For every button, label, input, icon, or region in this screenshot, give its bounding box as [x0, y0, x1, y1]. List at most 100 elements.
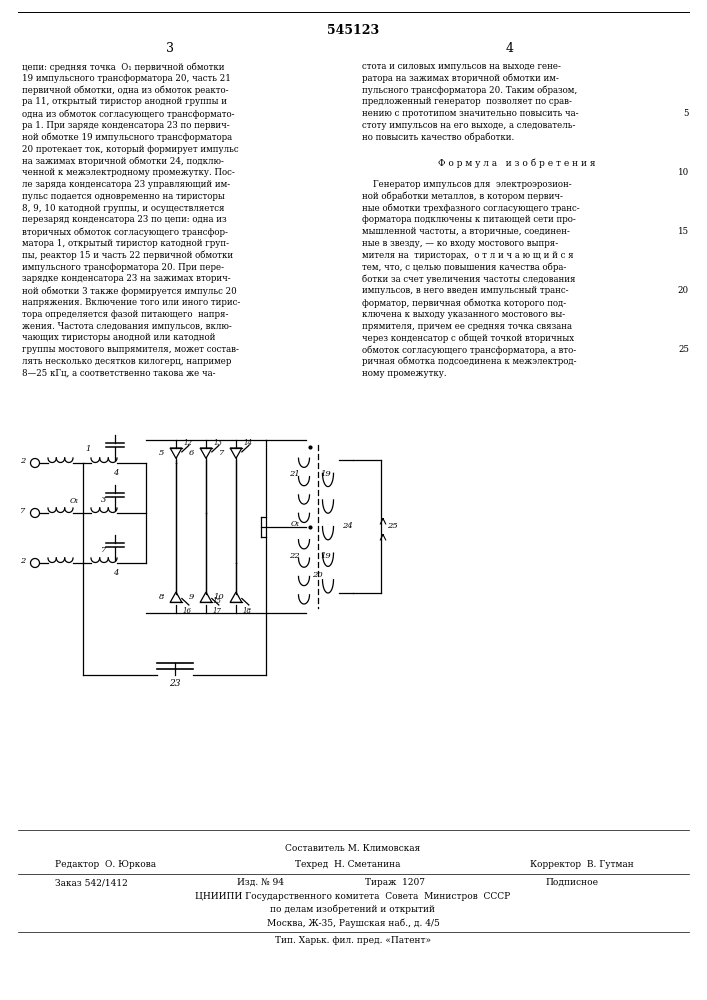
Text: 8, 9, 10 катодной группы, и осуществляется: 8, 9, 10 катодной группы, и осуществляет…	[22, 204, 225, 213]
Text: 19 импульсного трансформатора 20, часть 21: 19 импульсного трансформатора 20, часть …	[22, 74, 231, 83]
Text: O₁: O₁	[291, 520, 300, 528]
Text: стота и силовых импульсов на выходе гене-: стота и силовых импульсов на выходе гене…	[362, 62, 561, 71]
Text: тем, что, с целью повышения качества обра-: тем, что, с целью повышения качества обр…	[362, 263, 566, 272]
Text: напряжения. Включение того или иного тирис-: напряжения. Включение того или иного тир…	[22, 298, 240, 307]
Text: Подписное: Подписное	[545, 878, 598, 887]
Text: 19: 19	[320, 470, 331, 478]
Text: ной обмотки 3 также формируется импульс 20: ной обмотки 3 также формируется импульс …	[22, 286, 237, 296]
Text: Редактор  О. Юркова: Редактор О. Юркова	[55, 860, 156, 869]
Text: по делам изобретений и открытий: по делам изобретений и открытий	[271, 905, 436, 914]
Text: ра 11, открытый тиристор анодной группы и: ра 11, открытый тиристор анодной группы …	[22, 97, 227, 106]
Text: обмоток согласующего трансформатора, а вто-: обмоток согласующего трансформатора, а в…	[362, 345, 576, 355]
Text: группы мостового выпрямителя, может состав-: группы мостового выпрямителя, может сост…	[22, 345, 239, 354]
Text: 20 протекает ток, который формирует импульс: 20 протекает ток, который формирует импу…	[22, 145, 239, 154]
Text: чающих тиристоры анодной или катодной: чающих тиристоры анодной или катодной	[22, 333, 216, 342]
Text: O₁: O₁	[70, 497, 79, 505]
Text: перезаряд конденсатора 23 по цепи: одна из: перезаряд конденсатора 23 по цепи: одна …	[22, 215, 227, 224]
Text: 15: 15	[213, 597, 221, 605]
Text: вторичных обмоток согласующего трансфор-: вторичных обмоток согласующего трансфор-	[22, 227, 228, 237]
Text: 3: 3	[101, 496, 107, 504]
Text: ной обмотке 19 импульсного трансформатора: ной обмотке 19 импульсного трансформатор…	[22, 133, 232, 142]
Text: 6: 6	[189, 449, 194, 457]
Text: 8—25 кГц, а соответственно такова же ча-: 8—25 кГц, а соответственно такова же ча-	[22, 369, 216, 378]
Text: пульс подается одновременно на тиристоры: пульс подается одновременно на тиристоры	[22, 192, 225, 201]
Text: импульсов, в него введен импульсный транс-: импульсов, в него введен импульсный тран…	[362, 286, 568, 295]
Text: но повысить качество обработки.: но повысить качество обработки.	[362, 133, 514, 142]
Text: ле заряда конденсатора 23 управляющий им-: ле заряда конденсатора 23 управляющий им…	[22, 180, 230, 189]
Text: предложенный генератор  позволяет по срав-: предложенный генератор позволяет по срав…	[362, 97, 572, 106]
Text: 7: 7	[219, 449, 224, 457]
Text: 25: 25	[387, 522, 398, 530]
Text: 4: 4	[113, 469, 119, 477]
Text: на зажимах вторичной обмотки 24, подклю-: на зажимах вторичной обмотки 24, подклю-	[22, 156, 224, 166]
Text: 20: 20	[678, 286, 689, 295]
Text: ной обработки металлов, в котором первич-: ной обработки металлов, в котором первич…	[362, 192, 563, 201]
Text: мышленной частоты, а вторичные, соединен-: мышленной частоты, а вторичные, соединен…	[362, 227, 570, 236]
Text: 2: 2	[21, 557, 25, 565]
Text: Тип. Харьк. фил. пред. «Патент»: Тип. Харьк. фил. пред. «Патент»	[275, 936, 431, 945]
Text: ра 1. При заряде конденсатора 23 по первич-: ра 1. При заряде конденсатора 23 по перв…	[22, 121, 230, 130]
Text: 545123: 545123	[327, 23, 379, 36]
Text: 12: 12	[184, 439, 193, 447]
Text: 10: 10	[678, 168, 689, 177]
Text: ные обмотки трехфазного согласующего транс-: ные обмотки трехфазного согласующего тра…	[362, 204, 580, 213]
Text: 9: 9	[189, 593, 194, 601]
Text: 15: 15	[678, 227, 689, 236]
Text: Корректор  В. Гутман: Корректор В. Гутман	[530, 860, 633, 869]
Text: первичной обмотки, одна из обмоток реакто-: первичной обмотки, одна из обмоток реакт…	[22, 86, 228, 95]
Text: ричная обмотка подсоединена к межэлектрод-: ричная обмотка подсоединена к межэлектро…	[362, 357, 576, 366]
Text: форматора подключены к питающей сети про-: форматора подключены к питающей сети про…	[362, 215, 575, 224]
Text: матора 1, открытый тиристор катодной груп-: матора 1, открытый тиристор катодной гру…	[22, 239, 229, 248]
Text: Изд. № 94: Изд. № 94	[237, 878, 284, 887]
Text: зарядке конденсатора 23 на зажимах вторич-: зарядке конденсатора 23 на зажимах втори…	[22, 274, 230, 283]
Text: 13: 13	[214, 439, 223, 447]
Text: 4: 4	[113, 569, 119, 577]
Text: 7: 7	[21, 507, 25, 515]
Text: цепи: средняя точка  O₁ первичной обмотки: цепи: средняя точка O₁ первичной обмотки	[22, 62, 225, 72]
Text: 21: 21	[289, 470, 300, 478]
Text: 25: 25	[678, 345, 689, 354]
Text: Ф о р м у л а   и з о б р е т е н и я: Ф о р м у л а и з о б р е т е н и я	[438, 159, 596, 168]
Text: ботки за счет увеличения частоты следования: ботки за счет увеличения частоты следова…	[362, 274, 575, 284]
Text: ные в звезду, — ко входу мостового выпря-: ные в звезду, — ко входу мостового выпря…	[362, 239, 558, 248]
Text: Техред  Н. Сметанина: Техред Н. Сметанина	[295, 860, 400, 869]
Text: Тираж  1207: Тираж 1207	[365, 878, 425, 887]
Text: нению с прототипом значительно повысить ча-: нению с прототипом значительно повысить …	[362, 109, 578, 118]
Text: через конденсатор с общей точкой вторичных: через конденсатор с общей точкой вторичн…	[362, 333, 574, 343]
Text: лять несколько десятков килогерц, например: лять несколько десятков килогерц, наприм…	[22, 357, 231, 366]
Text: 24: 24	[342, 522, 353, 530]
Text: прямителя, причем ее средняя точка связана: прямителя, причем ее средняя точка связа…	[362, 322, 572, 331]
Text: ЦНИИПИ Государственного комитета  Совета  Министров  СССР: ЦНИИПИ Государственного комитета Совета …	[195, 892, 510, 901]
Text: Заказ 542/1412: Заказ 542/1412	[55, 878, 128, 887]
Text: 2: 2	[21, 457, 25, 465]
Text: ному промежутку.: ному промежутку.	[362, 369, 447, 378]
Text: 10: 10	[214, 593, 224, 601]
Text: одна из обмоток согласующего трансформато-: одна из обмоток согласующего трансформат…	[22, 109, 235, 119]
Text: 4: 4	[506, 41, 514, 54]
Text: 20: 20	[312, 571, 323, 579]
Text: 3: 3	[166, 41, 174, 54]
Text: форматор, первичная обмотка которого под-: форматор, первичная обмотка которого под…	[362, 298, 566, 308]
Text: 1: 1	[86, 445, 90, 453]
Text: ченной к межэлектродному промежутку. Пос-: ченной к межэлектродному промежутку. Пос…	[22, 168, 235, 177]
Text: ключена к выходу указанного мостового вы-: ключена к выходу указанного мостового вы…	[362, 310, 565, 319]
Text: 5: 5	[684, 109, 689, 118]
Text: тора определяется фазой питающего  напря-: тора определяется фазой питающего напря-	[22, 310, 228, 319]
Text: Москва, Ж-35, Раушская наб., д. 4/5: Москва, Ж-35, Раушская наб., д. 4/5	[267, 918, 440, 928]
Text: пульсного трансформатора 20. Таким образом,: пульсного трансформатора 20. Таким образ…	[362, 86, 577, 95]
Text: 7: 7	[101, 546, 107, 554]
Text: 5: 5	[159, 449, 164, 457]
Text: пы, реактор 15 и часть 22 первичной обмотки: пы, реактор 15 и часть 22 первичной обмо…	[22, 251, 233, 260]
Text: 19: 19	[320, 552, 331, 560]
Text: жения. Частота следования импульсов, вклю-: жения. Частота следования импульсов, вкл…	[22, 322, 232, 331]
Text: 22: 22	[289, 552, 300, 560]
Text: 18: 18	[243, 607, 252, 615]
Text: мителя на  тиристорах,  о т л и ч а ю щ и й с я: мителя на тиристорах, о т л и ч а ю щ и …	[362, 251, 573, 260]
Text: ратора на зажимах вторичной обмотки им-: ратора на зажимах вторичной обмотки им-	[362, 74, 559, 83]
Text: Составитель М. Климовская: Составитель М. Климовская	[286, 844, 421, 853]
Text: Генератор импульсов для  электроэрозион-: Генератор импульсов для электроэрозион-	[362, 180, 572, 189]
Text: 14: 14	[244, 439, 253, 447]
Text: 8: 8	[159, 593, 164, 601]
Text: 23: 23	[169, 679, 180, 688]
Text: импульсного трансформатора 20. При пере-: импульсного трансформатора 20. При пере-	[22, 263, 224, 272]
